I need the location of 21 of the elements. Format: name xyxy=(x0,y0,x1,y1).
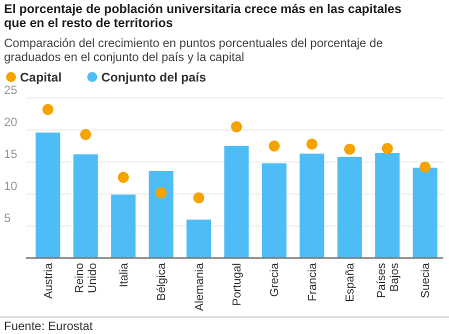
source-note: Fuente: Eurostat xyxy=(4,319,94,333)
x-tick-label: Portugal xyxy=(232,263,244,306)
x-tick-label: Alemania xyxy=(194,262,206,311)
y-tick-label: 20 xyxy=(4,115,18,129)
y-tick-label: 25 xyxy=(4,83,18,97)
chart-subtitle: Comparación del crecimiento en puntos porcentuales del porcentaje de graduados en el conjunto del país y la capital xyxy=(4,36,384,64)
x-tick-label: Países Bajos xyxy=(376,262,401,298)
x-tick-label: Grecia xyxy=(269,262,282,297)
legend-label: Conjunto del país xyxy=(101,70,206,84)
x-tick-label: Austria xyxy=(42,262,55,299)
y-tick-label: 5 xyxy=(4,211,11,225)
x-tick-label: Suecia xyxy=(420,262,432,298)
chart-title: El porcentaje de población universitaria crece más en las capitales que en el resto de territorios xyxy=(4,2,402,30)
legend-label: Capital xyxy=(20,70,62,84)
x-tick-label: Reino Unido xyxy=(74,263,100,294)
y-tick-label: 10 xyxy=(4,179,18,193)
x-tick-label: Francia xyxy=(306,262,319,302)
x-tick-label: España xyxy=(344,262,357,302)
y-tick-label: 15 xyxy=(4,147,18,161)
x-tick-label: Bélgica xyxy=(156,262,168,301)
x-tick-label: Italia xyxy=(118,262,130,288)
